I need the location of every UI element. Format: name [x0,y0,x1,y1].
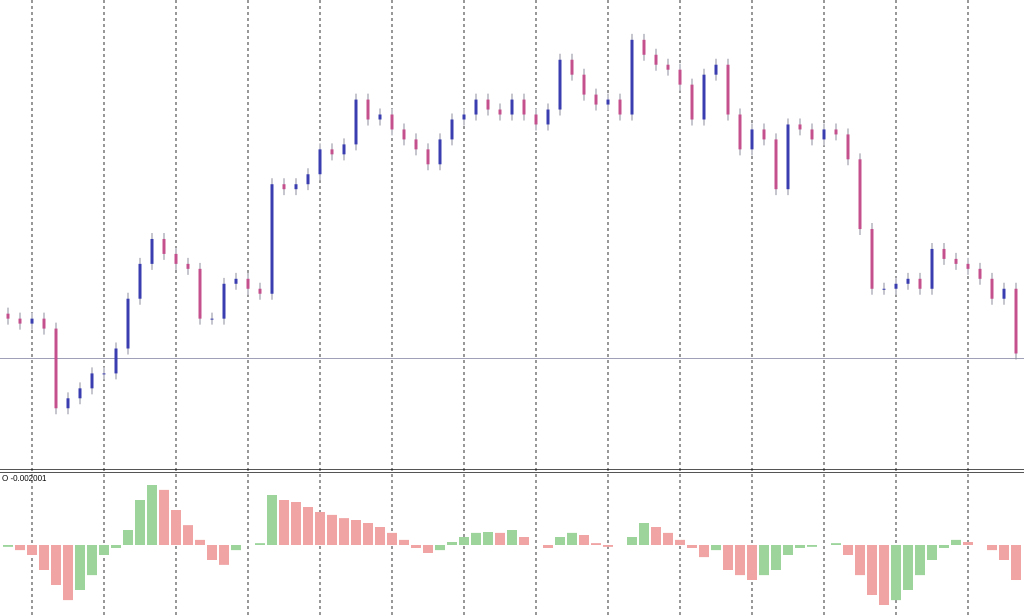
candle-body [1014,288,1018,354]
candle-body [474,99,478,115]
candle-body [678,69,682,85]
candle-body [522,99,526,115]
candle-body [870,229,874,289]
candle-body [954,258,958,264]
candle-body [366,99,370,120]
candle-body [378,114,382,120]
candle-body [414,139,418,150]
candle-body [126,298,130,349]
candle-body [786,124,790,190]
candle-body [6,313,10,319]
candle-body [438,139,442,165]
candle-body [222,283,226,319]
candle-body [966,263,970,269]
candle-body [666,64,670,70]
candle-body [498,109,502,115]
candle-body [726,64,730,115]
candle-body [942,248,946,259]
candle-body [258,288,262,294]
candle-body [186,263,190,269]
candle-body [18,318,22,324]
candle-body [162,238,166,254]
candle-body [246,278,250,289]
candle-body [78,388,82,399]
candle-body [138,263,142,299]
candle-body [282,184,286,190]
candle-body [798,124,802,130]
candle-body [906,278,910,284]
candle-body [702,74,706,120]
candle-body [882,288,886,290]
candle-body [1002,288,1006,299]
candle-body [66,398,70,409]
candle-body [606,99,610,105]
candle-body [654,54,658,65]
candle-body [234,278,238,284]
candle-body [774,139,778,190]
candle-body [618,99,622,115]
candle-body [858,159,862,230]
candle-body [426,149,430,165]
candle-body [714,64,718,75]
candle-body [90,373,94,389]
candle-body [306,174,310,185]
candle-body [462,114,466,120]
indicator-label: O -0.002001 [2,474,47,483]
candle-body [150,238,154,264]
candle-body [978,268,982,279]
candle-body [42,318,46,329]
candle-body [690,84,694,120]
candle-body [30,318,34,324]
candle-body [198,268,202,319]
candle-body [210,318,214,320]
candle-body [750,129,754,150]
candle-body [510,99,514,115]
candle-body [846,134,850,160]
candle-body [174,253,178,264]
candle-body [486,99,490,110]
candle-body [810,129,814,140]
candle-body [402,129,406,140]
candle-body [318,149,322,175]
candle-body [54,328,58,409]
candle-body [894,283,898,289]
candle-body [390,114,394,130]
candle-body [570,59,574,75]
candle-body [558,59,562,110]
candle-body [642,39,646,55]
candle-body [342,144,346,155]
candle-body [546,109,550,125]
candle-body [102,373,106,375]
candle-body [294,184,298,190]
candle-body [834,129,838,135]
candle-body [450,119,454,140]
candle-body [822,129,826,140]
candle-body [330,149,334,155]
candle-body [582,74,586,95]
candle-body [534,114,538,125]
candle-body [918,278,922,289]
candle-body [270,184,274,294]
candle-body [594,94,598,105]
candle-body [630,39,634,115]
candle-body [114,348,118,374]
candle-body [990,278,994,299]
candle-body [738,114,742,150]
candle-body [930,248,934,289]
candle-body [762,129,766,140]
candle-body [354,99,358,145]
